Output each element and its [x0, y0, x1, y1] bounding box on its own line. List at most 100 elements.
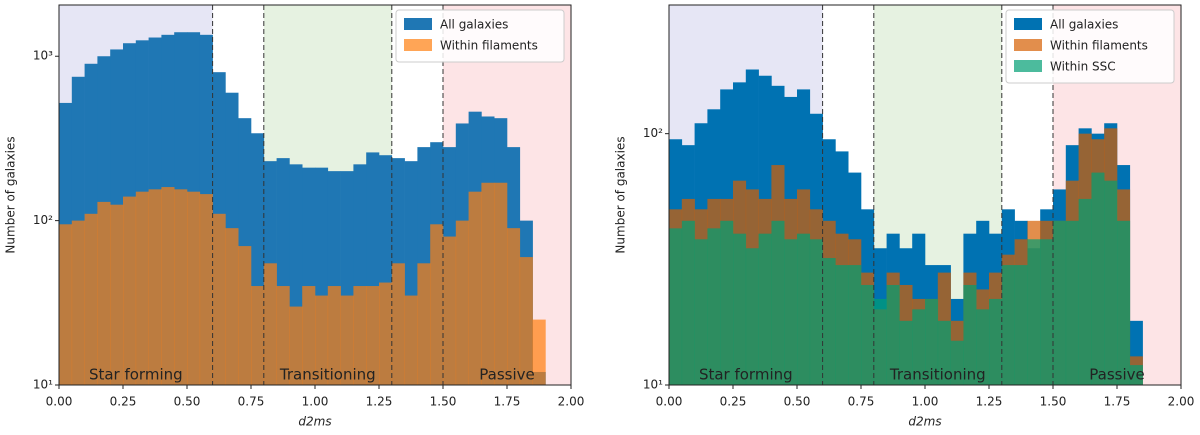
x-tick-label: 0.50: [174, 395, 201, 409]
bar: [353, 286, 367, 385]
bar: [1091, 172, 1105, 385]
bar: [404, 295, 418, 385]
legend-swatch: [1014, 60, 1042, 72]
bar: [187, 191, 201, 385]
bar: [809, 239, 823, 385]
bar: [950, 340, 964, 385]
bar: [71, 220, 85, 385]
x-tick-label: 1.50: [430, 395, 457, 409]
bar: [481, 182, 495, 385]
region-label: Transitioning: [279, 366, 376, 384]
bar: [720, 220, 734, 385]
legend-swatch: [1014, 39, 1042, 51]
x-tick-label: 2.00: [1168, 395, 1195, 409]
bar: [199, 194, 213, 385]
legend-box: [1005, 9, 1175, 84]
bar: [379, 282, 393, 385]
y-tick-label: 10¹: [643, 378, 663, 392]
bar: [681, 220, 695, 385]
bar: [263, 263, 277, 385]
bar: [861, 284, 875, 385]
bar: [1001, 265, 1015, 385]
bar: [84, 213, 98, 385]
x-tick-label: 1.25: [976, 395, 1003, 409]
bar: [784, 239, 798, 385]
legend-swatch: [404, 39, 432, 51]
x-tick-label: 2.00: [558, 395, 585, 409]
bar: [771, 220, 785, 385]
bar: [1129, 365, 1143, 385]
bar: [758, 233, 772, 385]
x-tick-label: 0.25: [110, 395, 137, 409]
bar: [1065, 220, 1079, 385]
x-tick-label: 0.50: [784, 395, 811, 409]
bar: [161, 187, 175, 385]
y-axis-label: Number of galaxies: [4, 136, 18, 253]
bar: [315, 295, 329, 385]
bar: [430, 224, 444, 385]
bar: [707, 228, 721, 385]
plot-area: [59, 5, 571, 385]
bar: [59, 224, 73, 385]
bar: [366, 286, 380, 385]
bar: [276, 286, 290, 385]
region-label: Star forming: [89, 366, 183, 384]
bar: [212, 213, 226, 385]
bar: [1104, 180, 1118, 385]
bar: [417, 263, 431, 385]
x-tick-label: 0.25: [720, 395, 747, 409]
bar: [745, 248, 759, 385]
bar: [937, 320, 951, 385]
bar: [174, 189, 188, 385]
bar: [443, 236, 457, 385]
x-tick-label: 0.75: [848, 395, 875, 409]
bar: [289, 306, 303, 385]
x-tick-label: 1.75: [1104, 395, 1131, 409]
x-axis-label: d2ms: [298, 415, 331, 429]
x-tick-label: 1.00: [302, 395, 329, 409]
bar: [391, 263, 405, 385]
legend-label: Within SSC: [1050, 60, 1116, 74]
bar: [694, 239, 708, 385]
bar: [886, 284, 900, 385]
bar: [1014, 265, 1028, 385]
y-tick-label: 10²: [33, 213, 53, 227]
x-tick-label: 0.00: [656, 395, 683, 409]
bar: [494, 182, 508, 385]
x-tick-label: 1.00: [912, 395, 939, 409]
legend-label: All galaxies: [1050, 18, 1118, 32]
bar: [1053, 220, 1067, 385]
bar: [251, 286, 265, 385]
bar: [225, 228, 239, 385]
bar: [899, 320, 913, 385]
legend-swatch: [1014, 18, 1042, 30]
x-tick-label: 1.50: [1040, 395, 1067, 409]
bar: [340, 295, 354, 385]
bar: [135, 191, 149, 385]
bar: [976, 309, 990, 385]
bar: [1027, 239, 1041, 385]
legend-swatch: [404, 18, 432, 30]
region-label: Passive: [1089, 366, 1144, 384]
legend-label: Within filaments: [1050, 39, 1148, 53]
bar: [822, 258, 836, 385]
region-label: Passive: [479, 366, 534, 384]
bar: [507, 228, 521, 385]
bar: [1078, 198, 1092, 385]
bar: [148, 189, 162, 385]
bar: [97, 201, 111, 385]
y-tick-label: 10¹: [33, 378, 53, 392]
bar: [327, 286, 341, 385]
bar: [455, 220, 469, 385]
bar: [123, 196, 137, 385]
bar: [468, 191, 482, 385]
bar: [238, 246, 252, 385]
bar: [912, 309, 926, 385]
region-label: Star forming: [699, 366, 793, 384]
bar: [110, 204, 124, 385]
bar: [532, 319, 546, 385]
bar: [733, 233, 747, 385]
bar: [669, 228, 683, 385]
bar: [797, 233, 811, 385]
